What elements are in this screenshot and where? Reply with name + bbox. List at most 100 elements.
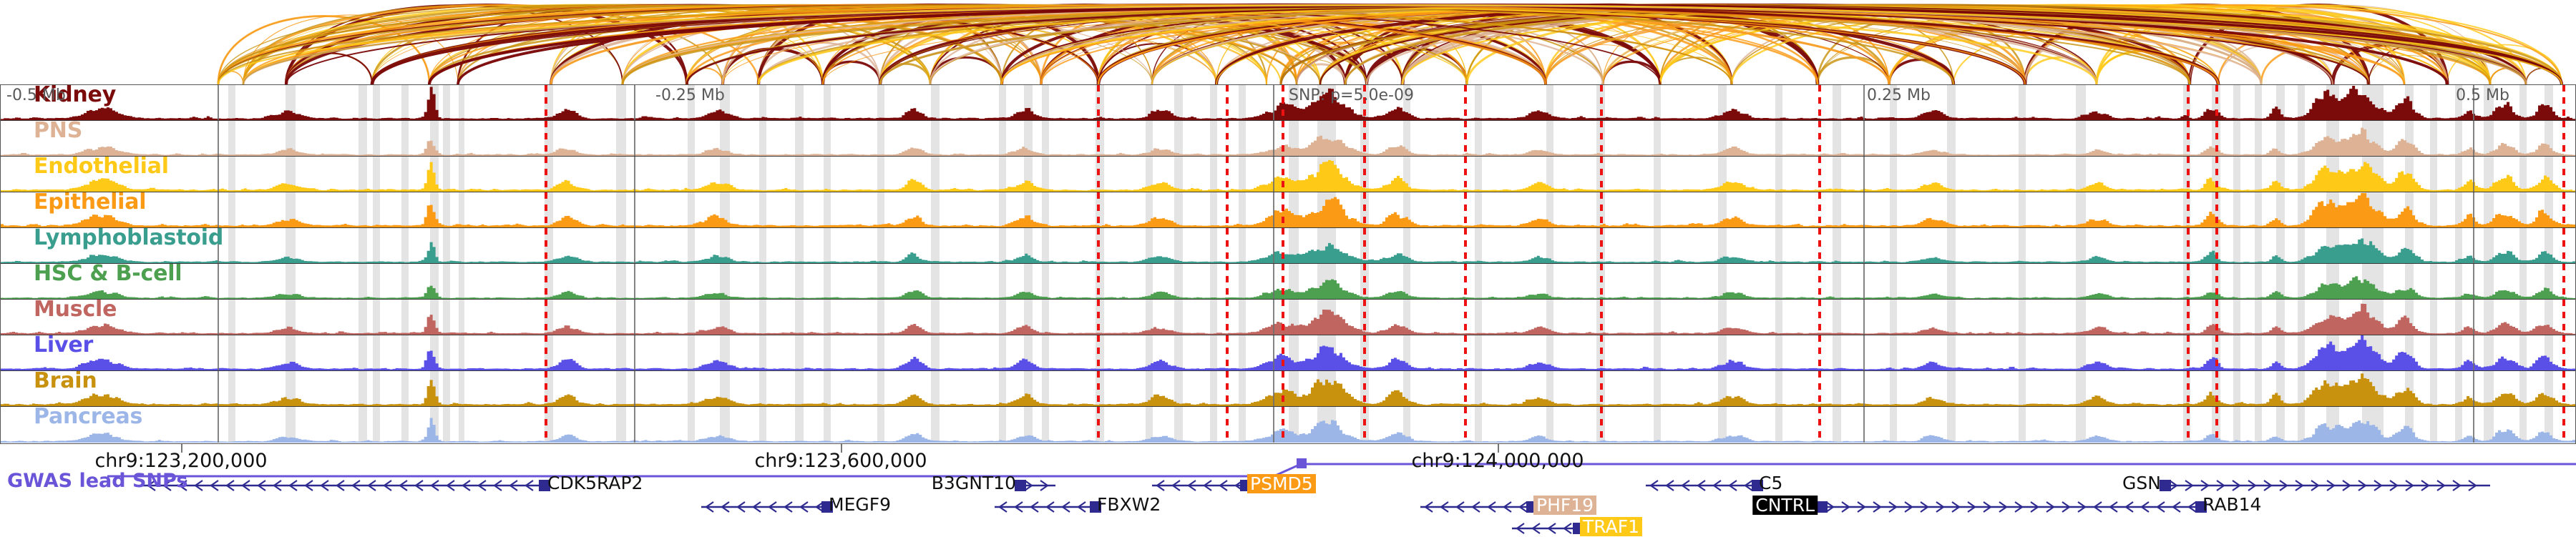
shaded-region — [1947, 121, 1956, 156]
shaded-region — [616, 300, 626, 335]
strand-chevron — [1728, 480, 1737, 491]
axis-tick-line — [2473, 228, 2474, 263]
gene-label-fbxw2[interactable]: FBXW2 — [1097, 494, 1161, 515]
track-row-endothelial[interactable]: Endothelial — [1, 157, 2575, 192]
gene-label-phf19[interactable]: PHF19 — [1533, 496, 1597, 515]
strand-chevron — [367, 480, 376, 491]
signal-histogram — [1, 418, 2575, 443]
shaded-region — [2076, 121, 2086, 156]
shaded-region — [1042, 264, 1049, 299]
gene-label-gsn[interactable]: GSN — [2122, 473, 2161, 493]
strand-chevron — [1518, 501, 1528, 513]
snp-marker-line — [1282, 228, 1284, 263]
shaded-region — [286, 407, 296, 443]
shaded-region — [1210, 300, 1217, 335]
strand-chevron — [1040, 480, 1049, 491]
strand-chevron — [1024, 480, 1033, 491]
shaded-region — [1890, 192, 1897, 227]
shaded-region — [1146, 192, 1153, 227]
shaded-region — [1210, 407, 1217, 443]
shaded-region — [373, 407, 380, 443]
strand-chevron — [1697, 480, 1706, 491]
shaded-region — [1174, 121, 1183, 156]
shaded-region — [688, 407, 695, 443]
shaded-region — [2233, 157, 2240, 192]
snp-marker-line — [2562, 228, 2565, 263]
shaded-region — [459, 157, 464, 192]
snp-marker-line — [1097, 157, 1100, 192]
snp-marker-line — [1226, 335, 1229, 370]
shaded-region — [443, 121, 450, 156]
axis-tick-line — [634, 85, 635, 120]
shaded-region — [999, 264, 1006, 299]
shaded-region — [228, 85, 235, 120]
shaded-region — [2298, 335, 2305, 370]
gene-label-b3gnt10[interactable]: B3GNT10 — [931, 473, 1016, 493]
shaded-region — [1654, 121, 1661, 156]
snp-marker-line — [1363, 192, 1366, 227]
strand-chevron — [736, 501, 746, 513]
shaded-region — [2255, 407, 2262, 443]
strand-chevron — [768, 501, 777, 513]
snp-marker-line — [1818, 121, 1821, 156]
track-row-brain[interactable]: Brain — [1, 371, 2575, 407]
axis-label-1: -0.25 Mb — [655, 87, 725, 104]
axis-tick-line — [218, 371, 219, 406]
gene-label-megf9[interactable]: MEGF9 — [829, 494, 892, 515]
gene-label-rab14[interactable]: RAB14 — [2202, 494, 2262, 515]
track-row-hsc-b-cell[interactable]: HSC & B-cell — [1, 264, 2575, 300]
strand-chevron — [1920, 501, 1929, 513]
shaded-region — [1718, 371, 1727, 406]
shaded-region — [1146, 300, 1153, 335]
shaded-region — [2519, 192, 2527, 227]
snp-marker-line — [1600, 407, 1603, 443]
snp-marker-line — [1097, 264, 1100, 299]
strand-chevron — [2216, 480, 2225, 491]
shaded-region — [358, 85, 367, 120]
strand-chevron — [1061, 501, 1070, 513]
gwas-connector-line — [107, 463, 2576, 478]
shaded-region — [1403, 335, 1410, 370]
shaded-region — [459, 192, 464, 227]
shaded-region — [401, 371, 409, 406]
gene-label-psmd5[interactable]: PSMD5 — [1247, 474, 1316, 493]
track-row-lymphoblastoid[interactable]: Lymphoblastoid — [1, 228, 2575, 264]
axis-tick-line — [634, 371, 635, 406]
shaded-region — [459, 264, 464, 299]
shaded-region — [759, 371, 766, 406]
snp-marker-line — [1600, 192, 1603, 227]
gwas-lead-snp-marker[interactable] — [1297, 458, 1307, 468]
shaded-region — [1210, 157, 1217, 192]
gene-label-cdk5rap2[interactable]: CDK5RAP2 — [547, 473, 643, 493]
gene-label-traf1[interactable]: TRAF1 — [1580, 517, 1643, 536]
shaded-region — [373, 228, 380, 263]
shaded-region — [616, 228, 626, 263]
shaded-region — [443, 228, 450, 263]
track-row-pns[interactable]: PNS — [1, 121, 2575, 157]
gene-label-cntrl[interactable]: CNTRL — [1752, 496, 1818, 515]
axis-tick-line — [2473, 85, 2474, 120]
shaded-region — [1654, 85, 1661, 120]
snp-marker-line — [1097, 371, 1100, 406]
shaded-region — [1042, 371, 1049, 406]
shaded-region — [1239, 335, 1246, 370]
shaded-region — [2298, 407, 2305, 443]
strand-chevron — [430, 480, 439, 491]
signal-histogram — [1, 373, 2575, 406]
track-row-muscle[interactable]: Muscle — [1, 300, 2575, 335]
shaded-region — [1475, 121, 1482, 156]
gene-label-c5[interactable]: C5 — [1759, 473, 1783, 493]
shaded-region — [720, 157, 730, 192]
snp-marker-line — [1282, 85, 1284, 120]
shaded-region — [1947, 371, 1956, 406]
shaded-region — [358, 300, 367, 335]
axis-tick-line — [1863, 407, 1865, 443]
track-row-kidney[interactable]: Kidney -0.5 Mb -0.25 Mb SNP: p=5.0e-09 0.25 … — [1, 85, 2575, 121]
track-row-pancreas[interactable]: Pancreas — [1, 407, 2575, 443]
shaded-region — [931, 157, 940, 192]
track-row-liver[interactable]: Liver — [1, 335, 2575, 371]
snp-marker-line — [545, 192, 547, 227]
shaded-region — [373, 85, 380, 120]
shaded-region — [616, 335, 626, 370]
track-row-epithelial[interactable]: Epithelial — [1, 192, 2575, 228]
